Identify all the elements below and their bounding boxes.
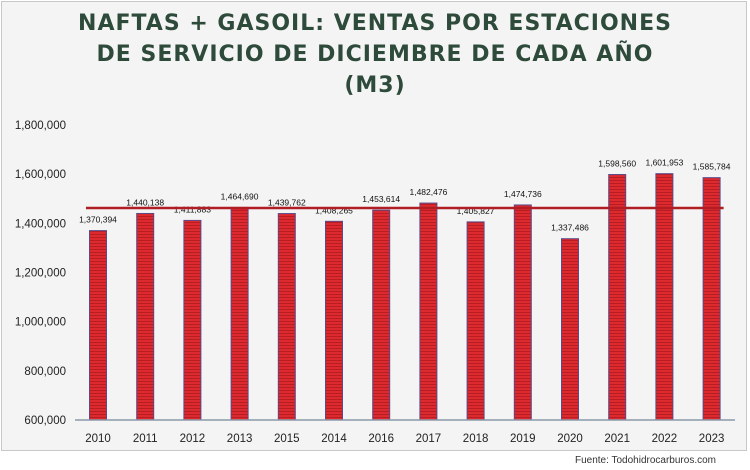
data-label: 1,453,614 xyxy=(362,194,400,204)
data-label: 1,601,953 xyxy=(645,158,683,168)
x-tick-label: 2021 xyxy=(604,433,630,445)
data-label: 1,440,138 xyxy=(126,197,164,207)
y-tick-label: 1,800,000 xyxy=(15,120,66,132)
x-tick-label: 2010 xyxy=(85,433,111,445)
y-tick-label: 800,000 xyxy=(24,366,66,378)
data-label: 1,482,476 xyxy=(409,187,447,197)
x-tick-label: 2013 xyxy=(227,433,253,445)
bar-2015 xyxy=(277,213,296,421)
x-tick-label: 2022 xyxy=(652,433,678,445)
bar-2012 xyxy=(183,219,202,421)
x-tick-label: 2018 xyxy=(463,433,489,445)
chart-title: NAFTAS + GASOIL: VENTAS POR ESTACIONES D… xyxy=(0,8,750,101)
bar-2022 xyxy=(655,173,674,421)
bar-2019 xyxy=(513,204,532,421)
x-tick-label: 2020 xyxy=(557,433,583,445)
y-tick-label: 1,600,000 xyxy=(15,169,66,181)
bar-2013 xyxy=(230,206,249,421)
x-tick-label: 2011 xyxy=(133,433,158,445)
bar-2018 xyxy=(466,221,485,421)
x-tick-label: 2017 xyxy=(416,433,442,445)
y-tick-label: 1,000,000 xyxy=(15,317,66,329)
title-line-2: DE SERVICIO DE DICIEMBRE DE CADA AÑO xyxy=(96,42,654,67)
bar-2017 xyxy=(419,202,438,421)
data-label: 1,370,394 xyxy=(79,215,117,225)
y-tick-label: 1,200,000 xyxy=(15,268,66,280)
data-label: 1,411,883 xyxy=(174,204,211,214)
data-label: 1,439,762 xyxy=(268,198,306,208)
bar-2011 xyxy=(136,212,155,421)
title-line-1: NAFTAS + GASOIL: VENTAS POR ESTACIONES xyxy=(78,11,672,36)
bar-2023 xyxy=(702,177,721,421)
y-tick-label: 1,400,000 xyxy=(15,218,66,230)
data-label: 1,464,690 xyxy=(221,191,259,201)
x-tick-label: 2019 xyxy=(510,433,536,445)
bar-2014 xyxy=(325,220,343,421)
bar-2016 xyxy=(372,209,391,421)
x-tick-label: 2016 xyxy=(368,433,394,445)
title-line-3: (M3) xyxy=(344,73,406,98)
data-label: 1,474,736 xyxy=(504,189,542,199)
bar-2010 xyxy=(89,230,107,421)
x-tick-label: 2012 xyxy=(180,433,206,445)
data-label: 1,405,827 xyxy=(457,206,495,216)
bar-2021 xyxy=(608,174,627,421)
x-tick-label: 2015 xyxy=(274,433,300,445)
data-label: 1,585,784 xyxy=(693,162,731,172)
y-tick-label: 600,000 xyxy=(24,415,66,427)
x-tick-label: 2023 xyxy=(699,433,725,445)
bar-2020 xyxy=(561,238,579,421)
data-label: 1,337,486 xyxy=(551,223,589,233)
source-note: Fuente: Todohidrocarburos.com xyxy=(574,455,716,466)
data-label: 1,408,265 xyxy=(315,205,353,215)
x-tick-label: 2014 xyxy=(321,433,347,445)
data-label: 1,598,560 xyxy=(598,159,636,169)
